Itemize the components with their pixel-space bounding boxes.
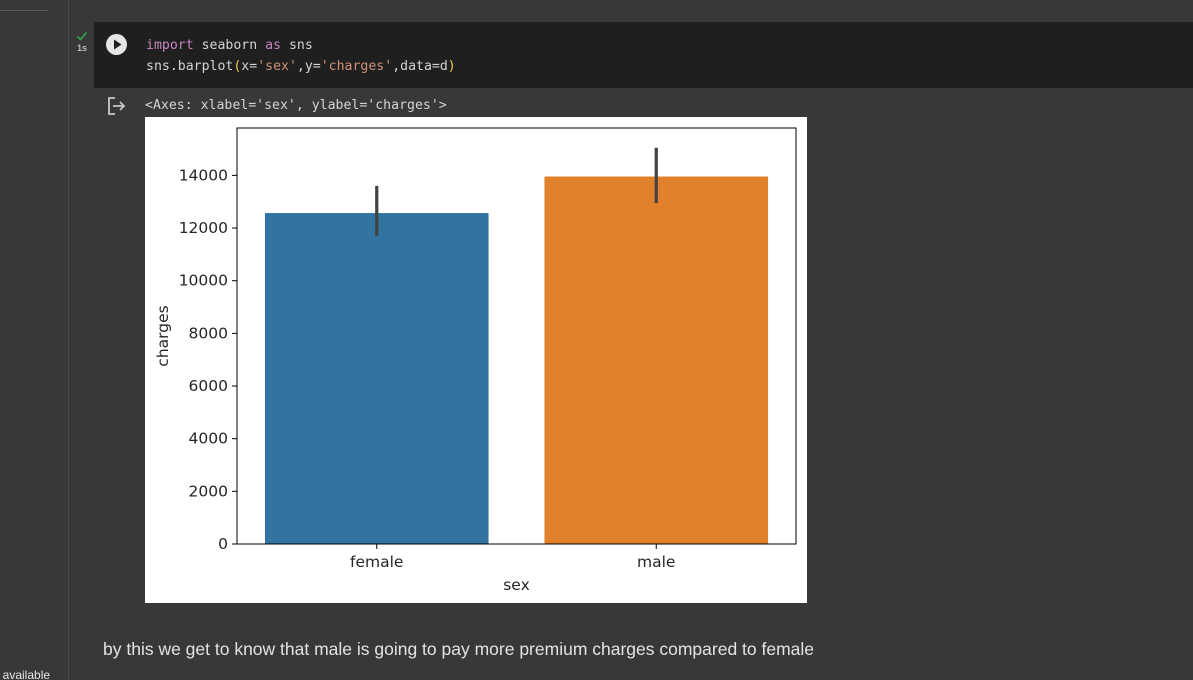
code-alias: sns (281, 38, 313, 53)
y-tick-label: 10000 (179, 272, 228, 290)
code-cell[interactable]: import seaborn as sns sns.barplot(x='sex… (94, 22, 1193, 88)
y-tick-label: 2000 (189, 482, 228, 500)
code-string: 'sex' (257, 59, 297, 74)
markdown-cell: by this we get to know that male is goin… (103, 639, 815, 659)
output-menu-icon[interactable] (106, 96, 128, 116)
check-icon (76, 31, 88, 41)
code-string: 'charges' (320, 59, 393, 74)
y-tick-label: 0 (218, 535, 228, 553)
x-axis-label: sex (503, 576, 530, 594)
output-repr: <Axes: xlabel='sex', ylabel='charges'> (145, 98, 447, 113)
y-tick-label: 8000 (189, 324, 228, 342)
bar-female (264, 213, 489, 544)
code-arg: ,y= (296, 59, 321, 74)
code-call: sns.barplot (146, 59, 234, 74)
y-tick-label: 14000 (179, 166, 228, 184)
code-keyword: import (146, 38, 194, 53)
bar-chart: female male 0 2000 4000 6000 8000 10000 12000 140… (154, 127, 797, 594)
code-module: seaborn (193, 38, 266, 53)
run-cell-button[interactable] (106, 34, 127, 55)
x-tick-label: female (350, 553, 403, 571)
sidebar-status-text: t available (0, 668, 51, 680)
x-tick-label: male (637, 553, 675, 571)
code-arg: x= (241, 59, 258, 74)
y-tick-label: 6000 (189, 377, 228, 395)
y-tick-label: 12000 (179, 219, 228, 237)
code-editor[interactable]: import seaborn as sns sns.barplot(x='sex… (146, 35, 456, 77)
cell-status: 1s (74, 30, 90, 53)
left-sidebar: t available (0, 0, 69, 680)
code-keyword: as (265, 38, 281, 53)
axes-frame (236, 127, 797, 545)
code-paren-close: ) (447, 59, 456, 74)
y-tick-label: 4000 (189, 430, 228, 448)
play-icon (114, 39, 122, 50)
code-paren-open: ( (233, 59, 242, 74)
sidebar-divider (0, 10, 48, 11)
plot-output: female male 0 2000 4000 6000 8000 10000 12000 140… (145, 117, 807, 603)
code-arg: ,data=d (392, 59, 448, 74)
execution-time: 1s (76, 43, 87, 53)
bar-male (544, 176, 769, 545)
y-axis-label: charges (154, 305, 172, 366)
